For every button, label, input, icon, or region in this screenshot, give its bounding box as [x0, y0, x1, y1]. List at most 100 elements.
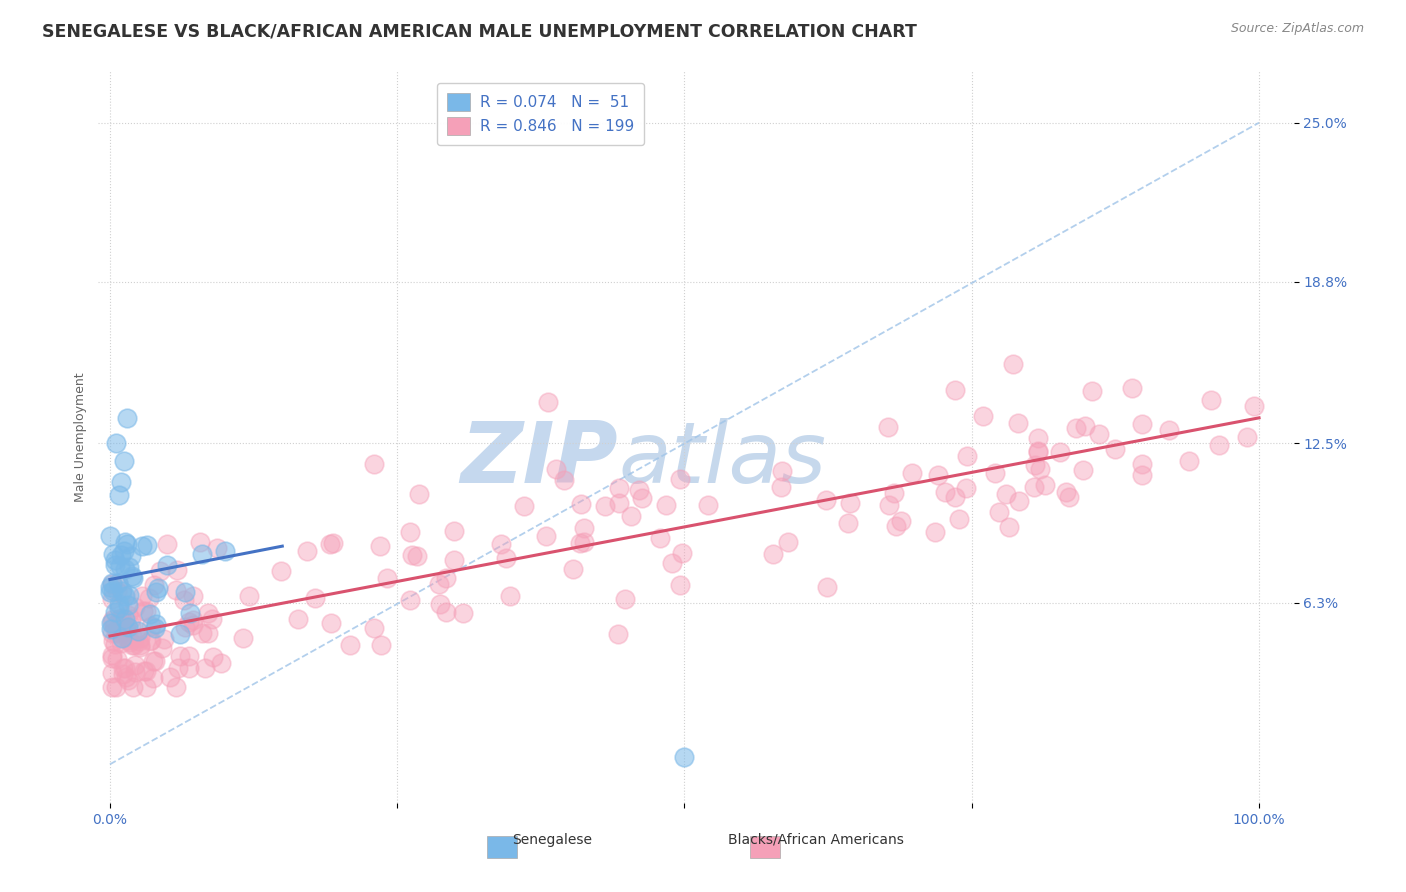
- Point: [205, 541, 228, 556]
- Point: [135, 604, 157, 618]
- Point: [177, 615, 200, 630]
- Point: [1002, 357, 1025, 371]
- Point: [111, 661, 134, 675]
- Point: [117, 673, 139, 687]
- Point: [129, 631, 152, 645]
- Point: [232, 632, 254, 646]
- Point: [181, 589, 204, 603]
- Point: [104, 436, 127, 450]
- Point: [127, 624, 149, 639]
- Point: [117, 608, 139, 623]
- Point: [98, 529, 121, 543]
- Point: [877, 498, 900, 512]
- Point: [110, 559, 132, 574]
- Point: [924, 524, 946, 539]
- Text: Blacks/African Americans: Blacks/African Americans: [727, 833, 904, 847]
- Point: [121, 549, 143, 564]
- Point: [197, 607, 219, 621]
- Text: Senegalese: Senegalese: [513, 833, 592, 847]
- Point: [108, 601, 131, 615]
- Point: [156, 537, 179, 551]
- Point: [1059, 490, 1081, 504]
- Point: [117, 620, 139, 634]
- Point: [838, 496, 860, 510]
- Point: [166, 563, 188, 577]
- Point: [117, 632, 139, 647]
- Point: [956, 449, 979, 463]
- Point: [152, 641, 174, 656]
- Point: [368, 539, 391, 553]
- Point: [429, 576, 451, 591]
- Point: [101, 651, 124, 665]
- Point: [101, 592, 124, 607]
- Point: [111, 631, 134, 645]
- Point: [114, 623, 136, 637]
- Point: [132, 664, 155, 678]
- Point: [572, 521, 595, 535]
- Point: [1130, 417, 1153, 432]
- Point: [120, 612, 142, 626]
- Point: [101, 681, 124, 695]
- Point: [124, 658, 146, 673]
- Point: [304, 591, 326, 606]
- Point: [100, 623, 122, 637]
- Point: [668, 578, 690, 592]
- Point: [876, 419, 898, 434]
- Point: [169, 627, 191, 641]
- Point: [114, 589, 136, 603]
- Point: [191, 547, 214, 561]
- Point: [104, 553, 127, 567]
- Point: [943, 491, 966, 505]
- Point: [107, 652, 129, 666]
- Point: [1199, 392, 1222, 407]
- Point: [145, 585, 167, 599]
- Point: [1029, 462, 1052, 476]
- Point: [927, 467, 949, 482]
- Point: [100, 615, 122, 630]
- Point: [98, 581, 121, 595]
- Point: [429, 598, 451, 612]
- Text: Source: ZipAtlas.com: Source: ZipAtlas.com: [1230, 22, 1364, 36]
- Point: [148, 581, 170, 595]
- Point: [607, 496, 630, 510]
- Point: [572, 534, 595, 549]
- Point: [114, 612, 136, 626]
- Point: [101, 648, 124, 662]
- Point: [363, 621, 385, 635]
- Point: [1088, 427, 1111, 442]
- Point: [191, 626, 214, 640]
- Point: [101, 584, 124, 599]
- Point: [117, 599, 139, 613]
- Point: [776, 535, 799, 549]
- Point: [630, 491, 652, 505]
- Point: [135, 664, 157, 678]
- Point: [1024, 480, 1046, 494]
- Point: [169, 649, 191, 664]
- Point: [1007, 416, 1029, 430]
- Point: [114, 534, 136, 549]
- Point: [118, 635, 141, 649]
- Point: [655, 498, 678, 512]
- Point: [1081, 384, 1104, 399]
- Point: [101, 612, 124, 626]
- Point: [769, 480, 792, 494]
- Point: [398, 524, 420, 539]
- Point: [495, 550, 517, 565]
- Y-axis label: Male Unemployment: Male Unemployment: [75, 372, 87, 502]
- Point: [111, 583, 134, 598]
- Point: [609, 481, 631, 495]
- Point: [620, 509, 643, 524]
- Point: [156, 558, 179, 572]
- Point: [165, 582, 187, 597]
- Point: [174, 620, 197, 634]
- Point: [1104, 442, 1126, 457]
- Point: [398, 593, 420, 607]
- Point: [165, 681, 187, 695]
- Point: [120, 618, 142, 632]
- Point: [443, 524, 465, 539]
- Point: [121, 681, 143, 695]
- Point: [934, 484, 956, 499]
- Point: [671, 545, 693, 559]
- Point: [138, 591, 160, 605]
- Point: [143, 655, 166, 669]
